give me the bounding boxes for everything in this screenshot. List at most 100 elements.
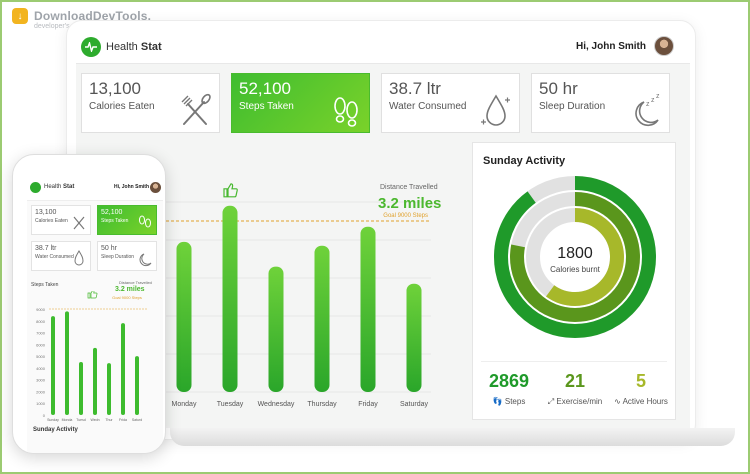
distance-label: Distance Travelled	[380, 184, 438, 191]
phone-y-tick: 4000	[36, 366, 46, 371]
stat-value: 2869	[488, 371, 530, 391]
phone-app-title-prefix: Health	[44, 184, 62, 190]
phone-y-tick: 6000	[36, 342, 46, 347]
phone-chart-title: Steps Taken	[31, 282, 59, 288]
phone-x-tick: Tuesd	[76, 418, 86, 422]
x-tick-label: Wednesday	[258, 401, 295, 408]
watermark-tagline: developer's paradise	[34, 23, 99, 30]
ring-progress	[526, 208, 624, 306]
distance-value: 3.2 miles	[378, 195, 442, 212]
fork-knife-icon	[73, 216, 85, 230]
phone-bar	[135, 356, 139, 415]
calories-burnt-label: Calories burnt	[550, 265, 600, 274]
footsteps-icon: 👣	[492, 397, 503, 406]
phone-card-steps[interactable]: 52,100 Steps Taken	[97, 205, 157, 235]
bar	[360, 226, 376, 392]
activity-panel: Sunday Activity 1800 Calories burnt 2869…	[472, 142, 676, 420]
card-label: Steps Taken	[239, 101, 294, 112]
x-tick-label: Monday	[172, 401, 197, 408]
download-logo-icon: ↓	[12, 8, 28, 24]
dumbbell-icon: ⤢	[547, 397, 555, 406]
phone-mockup: Health Stat Hi, John Smith 13,100 Calori…	[12, 154, 166, 454]
card-water-consumed[interactable]: 38.7 ltr Water Consumed	[381, 73, 520, 133]
phone-bar	[79, 362, 83, 415]
stat-label: ∿ Active Hours	[607, 397, 675, 407]
dashboard-screen: Health Stat Hi, John Smith 13,100 Calori…	[76, 30, 690, 428]
svg-text:z: z	[646, 101, 650, 108]
phone-card-value: 50 hr	[101, 245, 117, 252]
phone-card-sleep[interactable]: 50 hr Sleep Duration	[97, 241, 157, 271]
phone-goal-label: Goal 9000 Steps	[112, 295, 142, 300]
user-greeting[interactable]: Hi, John Smith	[576, 41, 646, 52]
phone-y-tick: 2000	[36, 389, 46, 394]
ring-center	[541, 223, 609, 291]
x-tick-label: Saturday	[400, 401, 429, 408]
water-drop-icon	[481, 94, 510, 126]
stat-label-text: Steps	[504, 397, 526, 406]
x-tick-label: Thursday	[307, 401, 337, 408]
phone-app-title-bold: Stat	[63, 184, 75, 190]
bar	[406, 283, 422, 392]
app-title-prefix: Health	[106, 41, 138, 53]
phone-card-calories[interactable]: 13,100 Calories Eaten	[31, 205, 91, 235]
phone-card-water[interactable]: 38.7 ltr Water Consumed	[31, 241, 91, 271]
phone-card-value: 38.7 ltr	[35, 245, 57, 252]
phone-distance-value: 3.2 miles	[115, 286, 145, 293]
thumbs-up-icon	[87, 291, 98, 299]
calories-burnt-value: 1800	[557, 245, 593, 262]
phone-bar	[121, 323, 125, 415]
phone-top-bar: Health Stat Hi, John Smith	[27, 173, 163, 201]
stat-label: ⤢ Exercise/min	[541, 397, 609, 407]
card-sleep-duration[interactable]: 50 hr Sleep Duration z z z	[531, 73, 670, 133]
card-value: 13,100	[89, 79, 141, 98]
moon-sleep-icon	[139, 253, 152, 267]
thumbs-up-icon	[223, 183, 238, 198]
thumbs-up-shape	[87, 291, 98, 299]
card-calories-eaten[interactable]: 13,100 Calories Eaten	[81, 73, 220, 133]
watermark-brand: DownloadDevTools.	[34, 9, 152, 23]
stat-label-text: Active Hours	[622, 397, 668, 406]
phone-user-avatar[interactable]	[150, 182, 161, 193]
user-avatar[interactable]	[654, 36, 674, 56]
phone-y-tick: 7000	[36, 331, 46, 336]
svg-text:z: z	[651, 97, 655, 104]
stat-value: 21	[564, 371, 586, 391]
phone-steps-chart-svg: 9000 8000 7000 6000 5000 4000 3000 2000 1000 0 Goa…	[36, 291, 147, 422]
phone-user-greeting[interactable]: Hi, John Smith	[114, 184, 149, 190]
app-title: Health Stat	[106, 41, 162, 53]
activity-title: Sunday Activity	[483, 155, 566, 167]
thumbs-up-shape	[223, 183, 238, 198]
card-steps-taken[interactable]: 52,100 Steps Taken	[231, 73, 370, 133]
phone-card-label: Calories Eaten	[35, 218, 68, 224]
steps-chart: Goal 9000 Steps Monday Tuesday Wednesday Thu…	[76, 142, 456, 422]
phone-card-value: 52,100	[101, 209, 123, 216]
stat-steps: 2869 👣 Steps	[475, 371, 543, 407]
stat-label-text: Exercise/min	[556, 397, 603, 406]
phone-x-tick: Thur	[105, 418, 113, 422]
pulse-icon: ∿	[614, 397, 621, 406]
phone-y-tick: 5000	[36, 354, 46, 359]
phone-card-label: Water Consumed	[35, 254, 74, 260]
stat-active-hours: 5 ∿ Active Hours	[607, 371, 675, 407]
phone-x-tick: Wedn	[90, 418, 99, 422]
laptop-base	[170, 428, 735, 446]
pulse-logo-icon[interactable]	[81, 37, 101, 57]
phone-screen: Health Stat Hi, John Smith 13,100 Calori…	[27, 173, 163, 453]
ring-progress	[510, 192, 640, 322]
bar	[268, 266, 284, 392]
phone-x-tick: Sunday	[47, 418, 59, 422]
footprints-icon	[334, 97, 358, 127]
water-drop-icon	[74, 250, 84, 266]
phone-bar	[107, 363, 111, 415]
card-value: 52,100	[239, 79, 291, 98]
x-tick-label: Friday	[358, 401, 378, 408]
phone-activity-title: Sunday Activity	[33, 427, 78, 433]
pulse-logo-icon[interactable]	[30, 182, 41, 193]
app-title-bold: Stat	[140, 41, 162, 53]
top-bar: Health Stat Hi, John Smith	[76, 30, 690, 64]
activity-rings	[494, 176, 656, 338]
phone-x-tick: Monda	[62, 418, 73, 422]
steps-bar-chart-svg: Goal 9000 Steps Monday Tuesday Wednesday Thu…	[166, 183, 431, 408]
fork-knife-icon	[181, 93, 211, 125]
